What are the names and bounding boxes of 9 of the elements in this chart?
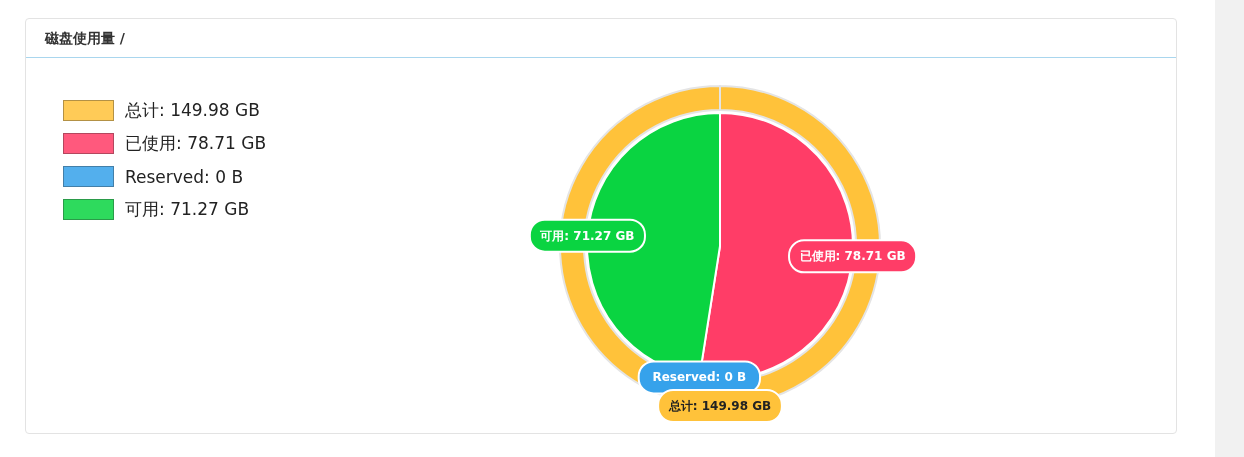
category-label: Reserved: 0 B [652, 370, 747, 385]
slice-label: 已使用: 78.71 GB [799, 249, 906, 264]
legend-label: 已使用: 78.71 GB [125, 132, 267, 155]
category-label: 总计: 149.98 GB [668, 399, 772, 413]
chart-title: 磁盘使用量 / [45, 30, 125, 48]
legend-label: 总计: 149.98 GB [125, 99, 260, 122]
legend-label: Reserved: 0 B [125, 166, 244, 187]
legend-label: 可用: 71.27 GB [125, 198, 250, 221]
slice-label: 可用: 71.27 GB [539, 228, 635, 243]
